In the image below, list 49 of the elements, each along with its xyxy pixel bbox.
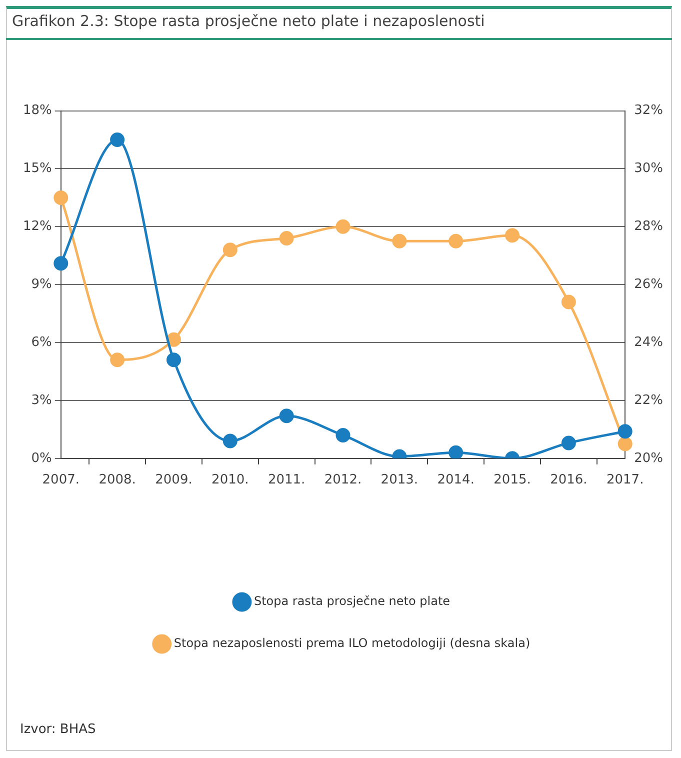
y-tick-label: 6%: [31, 334, 52, 350]
legend-label: Stopa nezaposlenosti prema ILO metodologiji (desna skala): [174, 636, 530, 650]
y2-tick-label: 20%: [634, 450, 664, 466]
y2-tick-label: 32%: [634, 103, 664, 118]
point: [54, 256, 68, 271]
point: [448, 234, 464, 248]
point: [448, 445, 464, 458]
x-tick-label: 2008.: [98, 472, 136, 488]
y2-tick-label: 26%: [634, 276, 664, 292]
x-tick-label: 2015.: [494, 472, 531, 488]
x-tick-label: 2012.: [324, 472, 362, 488]
y-tick-label: 15%: [22, 161, 52, 176]
x-tick-label: 2013.: [380, 472, 418, 488]
point: [222, 242, 238, 258]
point: [618, 436, 632, 452]
point: [166, 332, 181, 347]
x-tick-label: 2016.: [550, 472, 588, 488]
point: [222, 434, 238, 448]
point: [110, 132, 125, 148]
y2-tick-label: 22%: [634, 392, 664, 408]
y2-tick-label: 24%: [634, 334, 664, 350]
y-tick-label: 9%: [31, 276, 52, 292]
y2-tick-label: 30%: [634, 161, 664, 176]
y-tick-label: 18%: [22, 103, 52, 118]
point: [336, 219, 350, 234]
chart-title: Grafikon 2.3: Stope rasta prosječne neto plate i nezaposlenosti: [12, 12, 485, 30]
legend-label: Stopa rasta prosječne neto plate: [254, 594, 450, 608]
point: [166, 352, 181, 368]
x-tick-label: 2014.: [437, 472, 474, 488]
x-tick-label: 2007.: [42, 472, 80, 488]
x-tick-label: 2010.: [212, 472, 249, 488]
y-tick-label: 0%: [31, 450, 52, 466]
point: [561, 294, 576, 310]
y-tick-label: 12%: [22, 219, 52, 234]
point: [561, 436, 576, 450]
y2-tick-label: 28%: [634, 219, 664, 234]
point: [279, 408, 294, 424]
point: [336, 428, 350, 442]
x-tick-label: 2011.: [268, 472, 306, 488]
point: [110, 352, 125, 368]
x-tick-label: 2009.: [155, 472, 192, 488]
x-tick-label: 2017.: [606, 472, 644, 488]
y-tick-label: 3%: [31, 392, 52, 408]
point: [279, 231, 294, 246]
point: [392, 234, 407, 248]
point: [505, 228, 520, 243]
text: Izvor: BHAS: [20, 722, 96, 737]
point: [54, 190, 68, 205]
point: [618, 424, 632, 439]
